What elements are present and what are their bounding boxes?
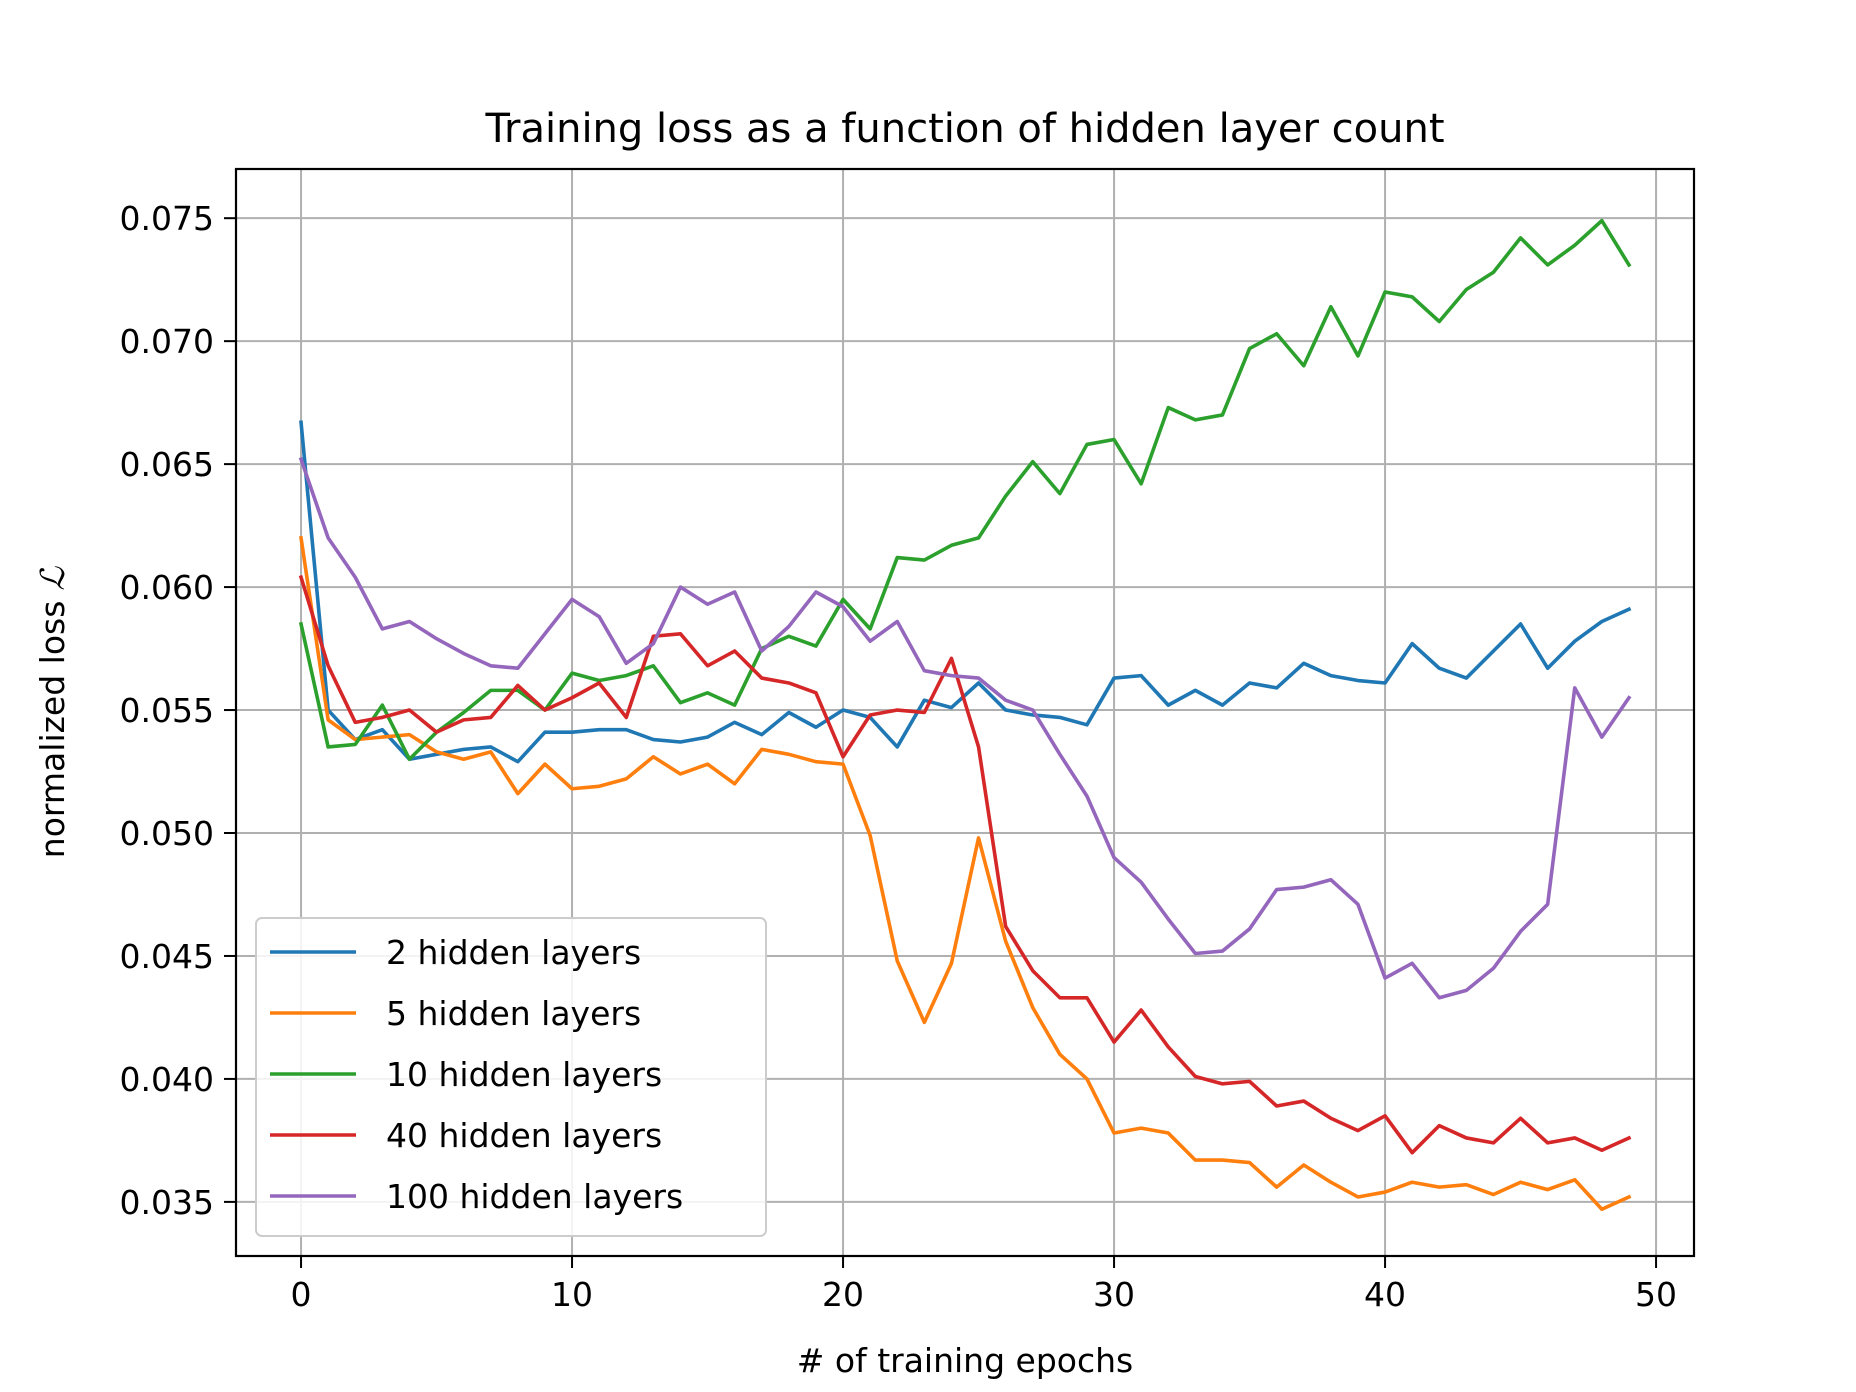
legend-label: 40 hidden layers: [386, 1116, 662, 1155]
x-tick-label: 10: [551, 1275, 593, 1314]
y-axis-title-symbol: ℒ: [33, 566, 72, 591]
y-tick-label: 0.050: [120, 814, 214, 853]
y-axis-title: normalized loss ℒ: [33, 566, 72, 859]
plot-border: [234, 167, 1696, 1258]
x-axis-title: # of training epochs: [797, 1341, 1133, 1380]
y-tick-label: 0.045: [120, 937, 214, 976]
x-tick-label: 20: [822, 1275, 864, 1314]
series-line-5: [298, 456, 1632, 1000]
y-tick-label: 0.035: [120, 1183, 214, 1222]
series-line-1: [299, 420, 1632, 764]
series-lines: [298, 218, 1632, 1212]
series-line-3: [298, 218, 1632, 762]
y-tick-label: 0.055: [120, 691, 214, 730]
legend-label: 2 hidden layers: [386, 933, 641, 972]
y-tick-label: 0.040: [120, 1060, 214, 1099]
legend-label: 10 hidden layers: [386, 1055, 662, 1094]
y-tick-label: 0.060: [120, 568, 214, 607]
y-axis-title-text: normalized loss: [33, 601, 72, 859]
chart-title: Training loss as a function of hidden la…: [484, 106, 1444, 152]
series-line-4: [298, 574, 1632, 1155]
axis-ticks: 0 10 20 30 40 50 0.035 0.040 0.045 0.050 0.055 0.06…: [120, 199, 1678, 1314]
legend: 2 hidden layers 5 hidden layers 10 hidden …: [255, 917, 767, 1237]
y-tick-label: 0.065: [120, 445, 214, 484]
x-tick-label: 30: [1093, 1275, 1135, 1314]
legend-label: 5 hidden layers: [386, 994, 641, 1033]
legend-label: 100 hidden layers: [386, 1177, 683, 1216]
x-tick-label: 0: [291, 1275, 312, 1314]
legend-box: [255, 917, 767, 1237]
x-tick-label: 50: [1635, 1275, 1677, 1314]
axes-frame: [234, 167, 1696, 1258]
y-tick-label: 0.075: [120, 199, 214, 238]
series-line-2: [298, 535, 1632, 1212]
y-tick-label: 0.070: [120, 322, 214, 361]
x-tick-label: 40: [1364, 1275, 1406, 1314]
